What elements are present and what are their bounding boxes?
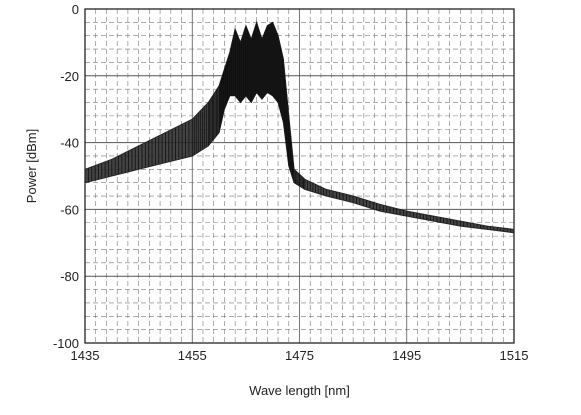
y-tick-label: -60 <box>60 202 79 217</box>
y-axis-title: Power [dBm] <box>24 129 39 203</box>
y-tick-label: -20 <box>60 69 79 84</box>
y-tick-label: -40 <box>60 136 79 151</box>
y-tick-label: -100 <box>53 336 79 351</box>
spectrum-texture <box>84 22 512 233</box>
x-tick-label: 1435 <box>71 348 100 363</box>
x-axis-title: Wave length [nm] <box>249 383 350 398</box>
x-tick-label: 1455 <box>178 348 207 363</box>
plot-frame <box>84 8 515 344</box>
y-tick-label: 0 <box>72 2 79 17</box>
y-tick-label: -80 <box>60 269 79 284</box>
x-tick-label: 1475 <box>285 348 314 363</box>
x-tick-label: 1495 <box>392 348 421 363</box>
x-tick-label: 1515 <box>500 348 529 363</box>
